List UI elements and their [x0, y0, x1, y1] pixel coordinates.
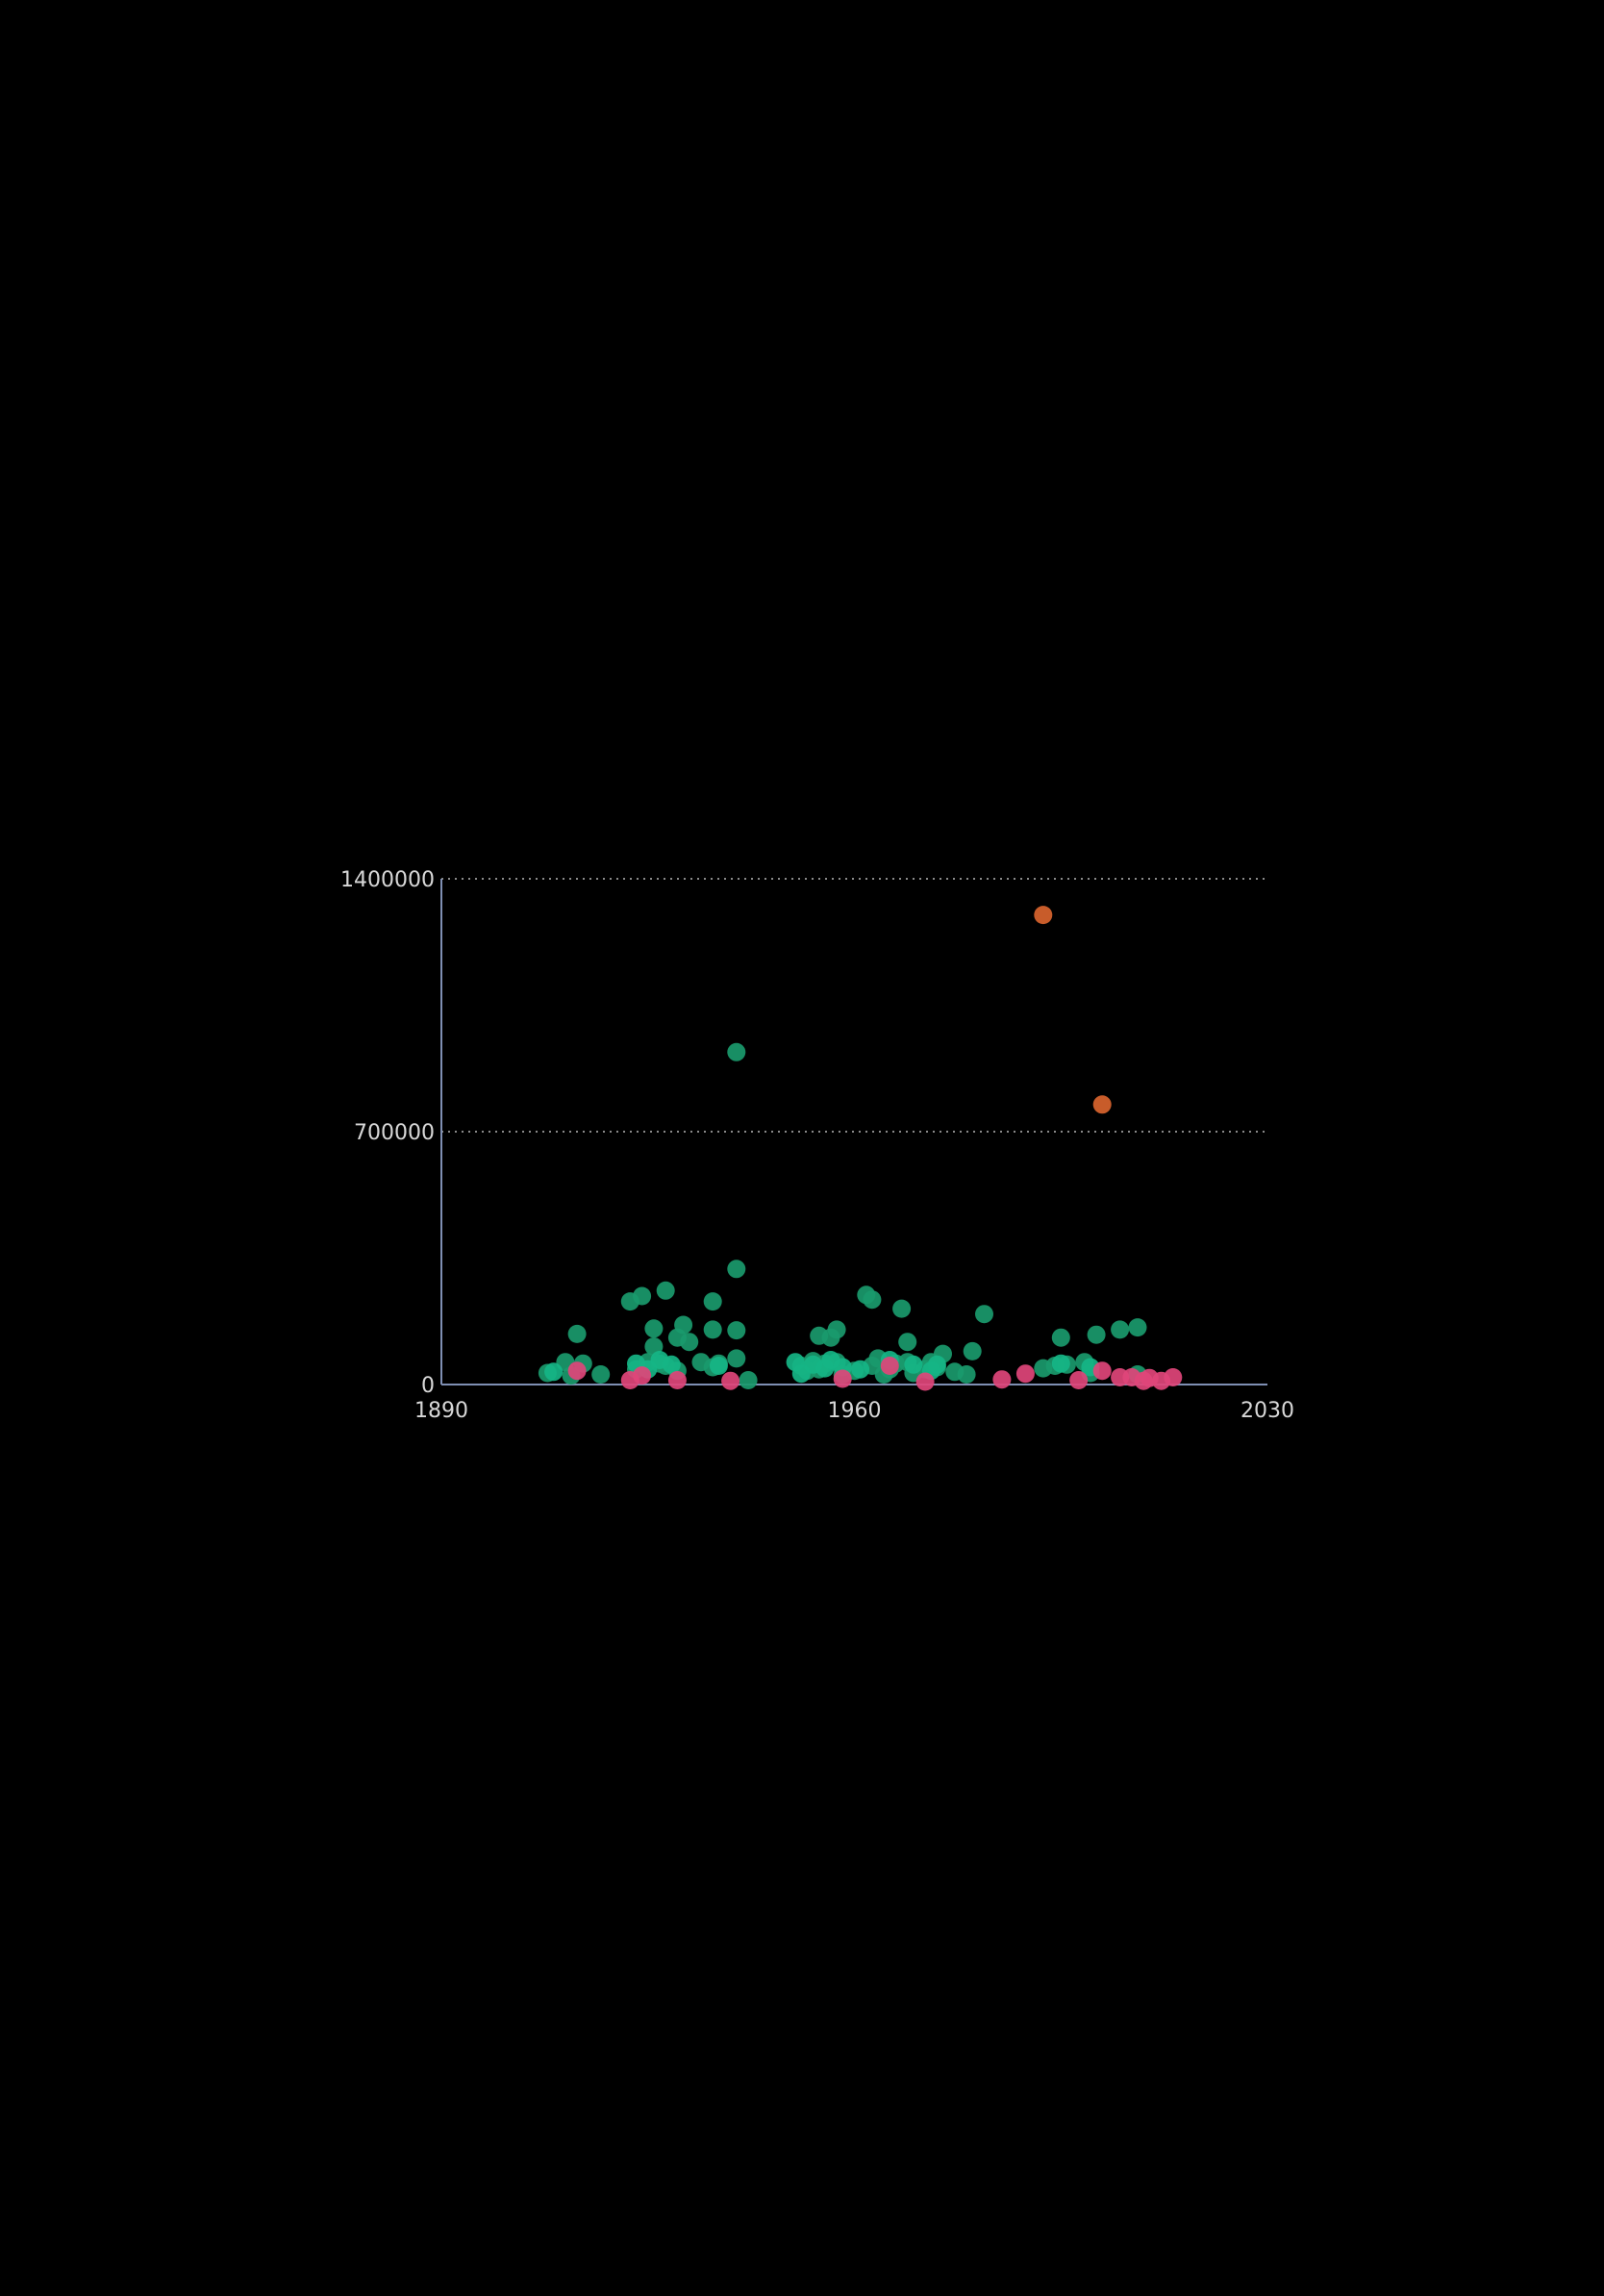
- data-point: [827, 1320, 846, 1339]
- data-point: [1015, 1364, 1035, 1384]
- x-tick-label: 1890: [414, 1399, 468, 1423]
- data-point: [567, 1324, 587, 1343]
- data-point: [662, 1355, 681, 1374]
- data-point: [727, 1260, 746, 1279]
- data-point: [721, 1371, 740, 1390]
- data-point: [633, 1366, 652, 1385]
- data-point: [1087, 1325, 1106, 1344]
- data-point: [633, 1286, 652, 1306]
- data-point: [963, 1341, 982, 1360]
- data-point: [567, 1361, 587, 1381]
- series-2: [567, 1357, 1183, 1391]
- data-point: [727, 1321, 746, 1340]
- data-point: [863, 1290, 882, 1310]
- data-point: [1164, 1368, 1183, 1386]
- data-point: [833, 1369, 852, 1388]
- series-0: [538, 1042, 1147, 1389]
- data-point: [703, 1320, 722, 1339]
- x-tick-label: 1960: [828, 1399, 882, 1423]
- data-point: [1128, 1318, 1147, 1337]
- data-point: [1092, 1095, 1112, 1114]
- data-points: [538, 906, 1183, 1391]
- data-point: [892, 1299, 912, 1318]
- data-point: [644, 1319, 664, 1338]
- data-point: [1034, 906, 1053, 925]
- y-tick-label: 700000: [354, 1121, 435, 1145]
- data-point: [739, 1371, 758, 1389]
- y-tick-labels: 0 700000 1400000: [340, 868, 435, 1398]
- data-point: [992, 1370, 1012, 1389]
- x-tick-labels: 1890 1960 2030: [414, 1399, 1294, 1423]
- data-point: [898, 1333, 917, 1352]
- data-point: [1051, 1328, 1070, 1347]
- data-point: [927, 1355, 946, 1374]
- data-point: [709, 1357, 728, 1375]
- data-point: [904, 1355, 923, 1374]
- data-point: [656, 1281, 675, 1300]
- data-point: [1111, 1320, 1130, 1339]
- y-tick-label: 1400000: [340, 868, 435, 892]
- data-point: [674, 1315, 693, 1335]
- data-point: [1069, 1371, 1089, 1389]
- data-point: [851, 1360, 870, 1379]
- y-tick-label: 0: [421, 1374, 435, 1398]
- x-tick-label: 2030: [1241, 1399, 1294, 1423]
- data-point: [1092, 1361, 1112, 1381]
- data-point: [544, 1362, 564, 1382]
- data-point: [591, 1365, 611, 1384]
- data-point: [1051, 1354, 1070, 1373]
- axes: [440, 879, 1267, 1385]
- data-point: [957, 1365, 976, 1384]
- data-point: [667, 1371, 687, 1389]
- series-1: [544, 1351, 1100, 1384]
- data-point: [915, 1372, 935, 1391]
- data-point: [727, 1042, 746, 1061]
- data-point: [680, 1333, 699, 1352]
- data-point: [975, 1305, 993, 1324]
- gridlines: [441, 878, 1267, 1385]
- data-point: [727, 1349, 746, 1368]
- series-3: [1034, 906, 1112, 1114]
- data-point: [880, 1357, 899, 1375]
- data-point: [703, 1292, 722, 1311]
